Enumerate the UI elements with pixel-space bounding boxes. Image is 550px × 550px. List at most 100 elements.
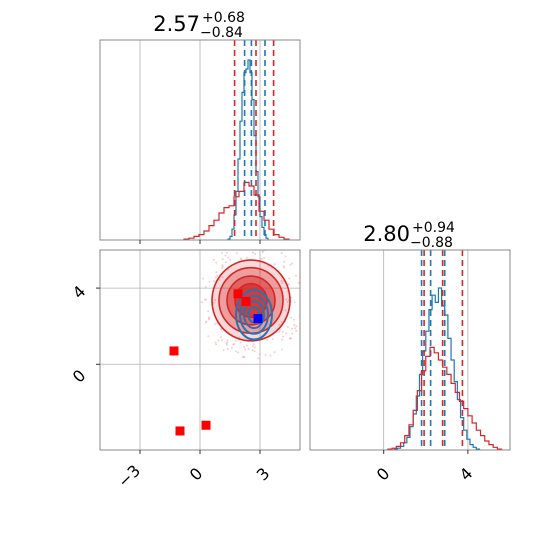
sample-point — [221, 276, 224, 279]
sample-point — [291, 332, 294, 335]
sample-point — [204, 321, 207, 324]
sample-point — [285, 332, 288, 335]
sample-point — [247, 347, 250, 350]
sample-point — [303, 298, 305, 300]
x-tick-labels: −3 0 3 — [114, 461, 273, 491]
sample-point — [289, 316, 292, 319]
sample-point — [214, 341, 217, 344]
truth-marker — [233, 289, 243, 299]
sample-point — [251, 251, 254, 254]
grid-lines — [139, 40, 261, 240]
y-tick-label: 0 — [69, 366, 90, 387]
title-upper-error: +0.68 — [202, 10, 245, 26]
sample-point — [291, 262, 294, 265]
panel-title: 2.80 +0.94 −0.88 — [363, 220, 455, 251]
sample-point — [286, 326, 289, 329]
sample-point — [214, 276, 217, 279]
sample-point — [227, 256, 230, 259]
sample-point — [269, 354, 272, 357]
fit-marker — [253, 314, 263, 324]
histogram-series — [183, 40, 290, 240]
sample-point — [201, 301, 204, 304]
histogram-series-a — [393, 287, 481, 450]
sample-point — [283, 260, 286, 263]
sample-point — [234, 350, 237, 353]
sample-point — [225, 261, 228, 264]
contour-series-a — [235, 289, 273, 341]
x-tick-labels: 0 4 — [373, 464, 477, 485]
markers — [169, 289, 263, 436]
contour-series-a — [239, 294, 269, 335]
x-tick-label: 4 — [456, 464, 477, 485]
histogram-series-a — [227, 59, 269, 240]
sample-point — [215, 271, 218, 274]
sample-point — [220, 328, 223, 331]
title-lower-error: −0.84 — [200, 25, 243, 41]
x-tick-label: 3 — [253, 464, 274, 485]
panel-bottom-right-histogram: 2.80 +0.94 −0.88 0 4 — [309, 220, 511, 485]
panel-title: 2.57 +0.68 −0.84 — [153, 10, 245, 41]
sample-point — [243, 346, 246, 349]
sample-point — [255, 242, 257, 244]
sample-point — [251, 349, 254, 352]
sample-point — [222, 349, 225, 352]
y-tick-label: 4 — [69, 282, 90, 303]
panel-frame — [309, 249, 511, 451]
sample-point — [244, 348, 247, 351]
sample-point — [280, 280, 283, 283]
sample-point — [303, 292, 305, 294]
sample-point — [278, 330, 281, 333]
sample-point — [204, 285, 207, 288]
sample-point — [260, 257, 263, 260]
sample-point — [231, 245, 233, 247]
sample-point — [291, 327, 294, 330]
contour-series-b — [234, 282, 268, 319]
truth-marker — [201, 420, 211, 430]
sample-point — [280, 252, 283, 255]
y-tick-labels: 0 4 — [69, 282, 90, 387]
sample-point — [271, 338, 274, 341]
sample-point — [285, 298, 288, 301]
sample-point — [215, 343, 218, 346]
sample-point — [226, 348, 229, 351]
sample-point — [283, 266, 286, 269]
sample-point — [284, 309, 287, 312]
sample-point — [254, 346, 257, 349]
sample-point — [234, 339, 237, 342]
sample-point — [295, 325, 298, 328]
sample-point — [221, 263, 224, 266]
sample-point — [288, 277, 291, 280]
sample-point — [304, 302, 306, 304]
sample-point — [208, 317, 211, 320]
sample-point — [221, 251, 224, 254]
sample-point — [271, 245, 273, 247]
tick-marks — [139, 240, 261, 244]
sample-point — [245, 256, 248, 259]
sample-point — [281, 281, 284, 284]
sample-point — [284, 255, 287, 258]
sample-point — [253, 350, 256, 353]
sample-point — [225, 342, 228, 345]
sample-point — [264, 354, 267, 357]
sample-point — [246, 344, 249, 347]
histogram-series — [387, 250, 503, 450]
sample-point — [289, 263, 292, 266]
sample-point — [294, 327, 297, 330]
x-tick-label: −3 — [114, 461, 144, 491]
sample-point — [229, 258, 232, 261]
sample-point — [218, 278, 221, 281]
sample-point — [281, 330, 284, 333]
sample-point — [226, 339, 229, 342]
sample-point — [212, 301, 215, 304]
sample-point — [292, 318, 295, 321]
truth-marker — [241, 296, 251, 306]
sample-point — [295, 329, 298, 332]
sample-point — [224, 254, 227, 257]
sample-point — [236, 252, 239, 255]
truth-marker — [175, 426, 185, 436]
x-tick-label: 0 — [373, 464, 394, 485]
sample-point — [217, 339, 220, 342]
title-value: 2.80 — [363, 222, 410, 246]
sample-point — [212, 258, 215, 261]
title-upper-error: +0.94 — [412, 220, 455, 236]
